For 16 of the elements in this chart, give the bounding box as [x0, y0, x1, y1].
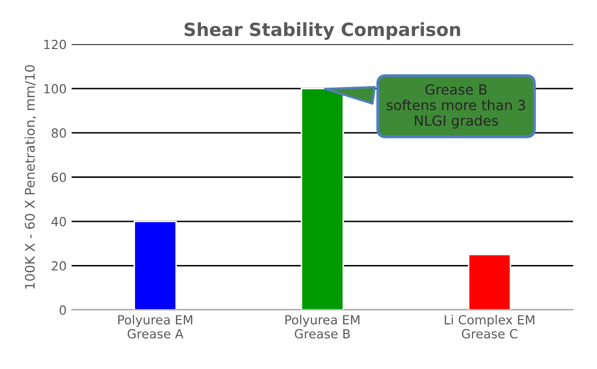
x-tick-label: Polyurea EM Grease A — [118, 314, 192, 338]
y-tick-label: 80 — [52, 128, 66, 138]
bar — [134, 220, 177, 310]
chart-title: Shear Stability Comparison — [184, 22, 460, 40]
x-tick-label: Polyurea EM Grease B — [285, 314, 360, 338]
y-axis-title: 100K X - 60 X Penetration, mm/10 — [24, 65, 36, 289]
y-tick-label: 100 — [44, 84, 66, 94]
bar — [300, 88, 344, 310]
bar — [468, 254, 512, 310]
y-tick-label: 20 — [52, 261, 66, 271]
y-tick-label: 120 — [44, 40, 66, 50]
y-tick-label: 60 — [52, 172, 66, 182]
y-tick-label: 0 — [60, 305, 66, 315]
annotation: Grease B softens more than 3 NLGI grades — [386, 84, 526, 129]
y-tick-label: 40 — [51, 216, 66, 226]
x-tick-label: Li Complex EM Grease C — [444, 314, 534, 338]
